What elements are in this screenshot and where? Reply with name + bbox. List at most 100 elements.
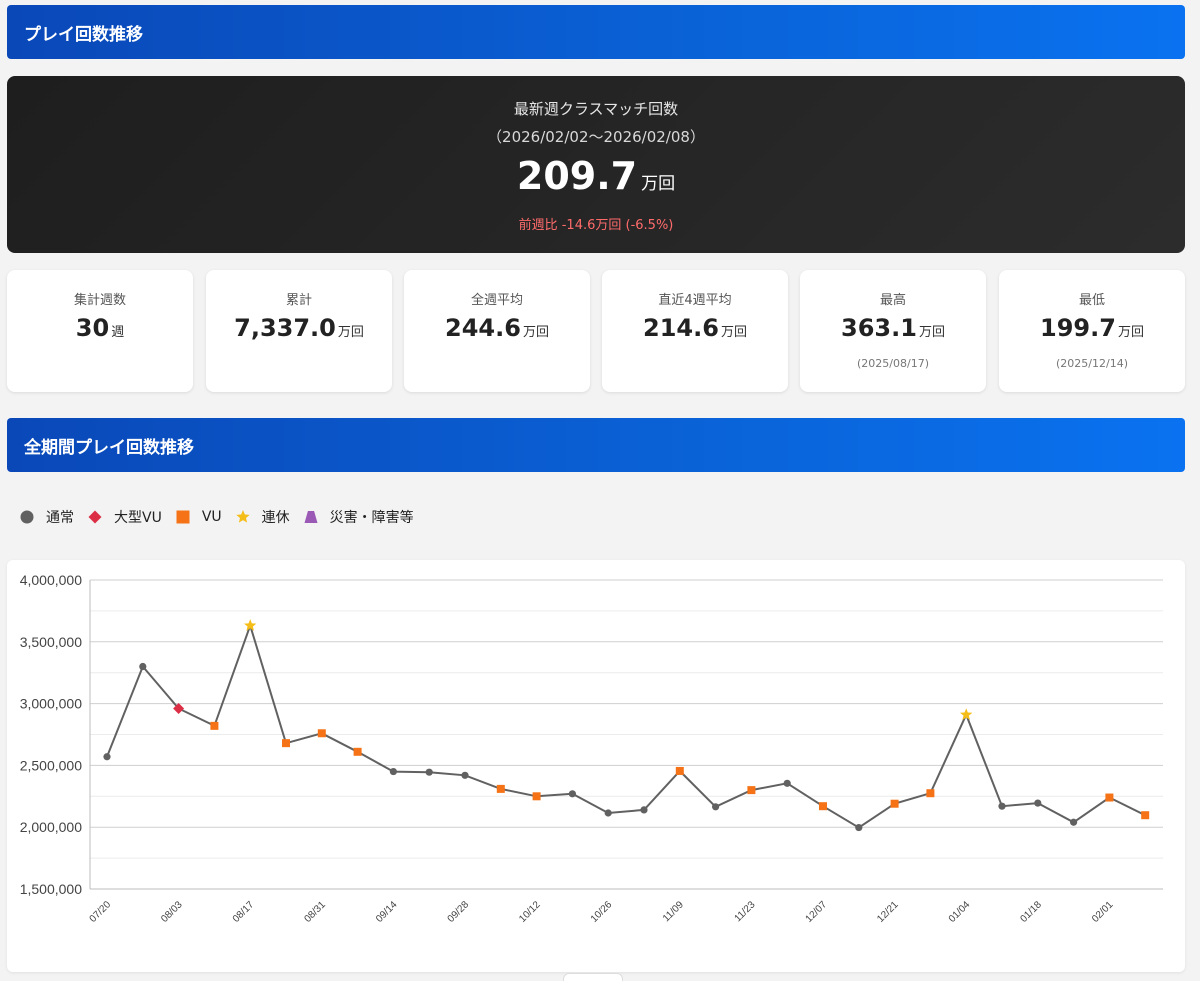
data-point	[244, 619, 257, 631]
stat-value: 7,337.0	[234, 314, 336, 342]
stat-value-wrap: 7,337.0 万回	[206, 314, 392, 342]
legend-trapezoid-icon	[304, 510, 324, 524]
x-tick-label: 12/07	[804, 899, 830, 925]
data-point	[747, 786, 756, 795]
x-tick-label: 09/28	[446, 899, 472, 925]
x-tick-label: 10/26	[589, 899, 615, 925]
y-tick-label: 2,000,000	[20, 819, 82, 835]
data-point	[139, 662, 147, 671]
data-point	[1034, 799, 1042, 807]
data-point	[855, 823, 863, 832]
legend-label: 通常	[46, 510, 74, 526]
x-tick-label: 10/12	[517, 899, 543, 925]
stat-label: 最低	[1078, 293, 1105, 308]
legend-label: 連休	[261, 510, 290, 526]
data-point	[317, 729, 326, 738]
data-point	[960, 708, 973, 720]
stat-value: 214.6	[643, 314, 719, 342]
hero-change: 前週比 -14.6万回 (-6.5%)	[518, 218, 674, 233]
x-tick-label: 07/20	[88, 899, 114, 925]
series-line	[106, 622, 1146, 829]
data-point	[568, 790, 577, 798]
legend-label: 大型VU	[114, 510, 162, 526]
legend-item: VU	[176, 509, 222, 525]
legend-item: 連休	[235, 507, 290, 527]
x-tick-label: 12/21	[875, 899, 901, 925]
data-point	[712, 803, 720, 811]
hero-value-wrap: 209.7 万回	[7, 154, 1185, 198]
x-tick-label: 01/18	[1018, 899, 1044, 925]
stat-value-wrap: 244.6 万回	[404, 314, 590, 342]
hero-period: （2026/02/02〜2026/02/08）	[487, 128, 705, 146]
data-point	[532, 792, 541, 801]
legend-circle-icon	[20, 510, 40, 524]
x-tick-label: 08/17	[231, 899, 257, 925]
hero-unit: 万回	[641, 174, 676, 194]
stat-unit: 週	[111, 325, 125, 340]
data-point	[1105, 793, 1114, 802]
stat-value: 244.6	[445, 314, 521, 342]
data-point	[890, 799, 899, 808]
y-tick-label: 2,500,000	[20, 757, 82, 773]
hero-value: 209.7	[516, 154, 638, 198]
stat-value-wrap: 363.1 万回	[800, 314, 986, 342]
stat-value: 363.1	[841, 314, 917, 342]
y-tick-label: 1,500,000	[20, 881, 82, 897]
y-tick-label: 4,000,000	[20, 572, 82, 588]
data-point	[675, 766, 684, 775]
scroll-handle[interactable]	[563, 973, 623, 981]
data-point	[926, 789, 935, 798]
data-point	[1141, 811, 1150, 820]
stat-value: 30	[75, 314, 110, 342]
stat-card: 集計週数 30 週	[7, 270, 193, 392]
stat-label: 全週平均	[470, 293, 523, 308]
stat-card: 最高 363.1 万回 (2025/08/17)	[800, 270, 986, 392]
legend-item: 大型VU	[88, 507, 162, 527]
stat-sub: (2025/12/14)	[1056, 357, 1128, 370]
section-header-play-trend: プレイ回数推移	[7, 5, 1185, 59]
stat-label: 最高	[879, 293, 906, 308]
stat-value-wrap: 199.7 万回	[999, 314, 1185, 342]
latest-week-card: 最新週クラスマッチ回数 （2026/02/02〜2026/02/08） 209.…	[7, 76, 1185, 253]
data-point	[173, 703, 185, 715]
x-tick-label: 09/14	[374, 899, 400, 925]
legend-label: VU	[201, 509, 222, 525]
data-point	[282, 739, 290, 748]
stat-value-wrap: 214.6 万回	[602, 314, 788, 342]
legend-label: 災害・障害等	[329, 510, 414, 526]
section-title: 全期間プレイ回数推移	[24, 437, 194, 458]
data-point	[640, 806, 648, 814]
data-point	[1070, 818, 1078, 826]
legend-star-icon	[235, 510, 256, 524]
data-point	[210, 721, 219, 730]
stat-unit: 万回	[1117, 325, 1144, 340]
x-tick-label: 08/03	[159, 899, 185, 925]
legend-diamond-icon	[88, 510, 108, 524]
y-tick-label: 3,500,000	[20, 634, 82, 650]
data-point	[425, 768, 433, 776]
legend-item: 通常	[20, 507, 74, 527]
stat-label: 直近4週平均	[658, 293, 732, 308]
stat-unit: 万回	[522, 325, 549, 340]
stat-card: 累計 7,337.0 万回	[206, 270, 392, 392]
stat-label: 集計週数	[73, 293, 126, 308]
data-point	[604, 809, 612, 817]
data-point	[783, 779, 791, 787]
chart-legend: 通常 大型VU VU 連休 災害・障害等	[20, 507, 428, 527]
data-point	[461, 771, 469, 779]
stat-sub: (2025/08/17)	[857, 357, 929, 370]
stat-label: 累計	[285, 293, 312, 308]
stat-unit: 万回	[720, 325, 747, 340]
stat-unit: 万回	[337, 325, 364, 340]
x-tick-label: 08/31	[302, 899, 328, 925]
section-header-all-period: 全期間プレイ回数推移	[7, 418, 1185, 472]
x-tick-label: 01/04	[947, 899, 973, 925]
stat-card: 直近4週平均 214.6 万回	[602, 270, 788, 392]
chart-card: 1,500,000 2,000,000 2,500,000 3,000,000 3,50…	[7, 560, 1185, 972]
line-chart: 1,500,000 2,000,000 2,500,000 3,000,000 3,50…	[20, 572, 1163, 925]
x-tick-label: 02/01	[1090, 899, 1116, 925]
hero-title: 最新週クラスマッチ回数	[513, 100, 679, 118]
data-point	[496, 784, 505, 793]
data-point	[103, 753, 111, 761]
section-title: プレイ回数推移	[24, 24, 143, 45]
